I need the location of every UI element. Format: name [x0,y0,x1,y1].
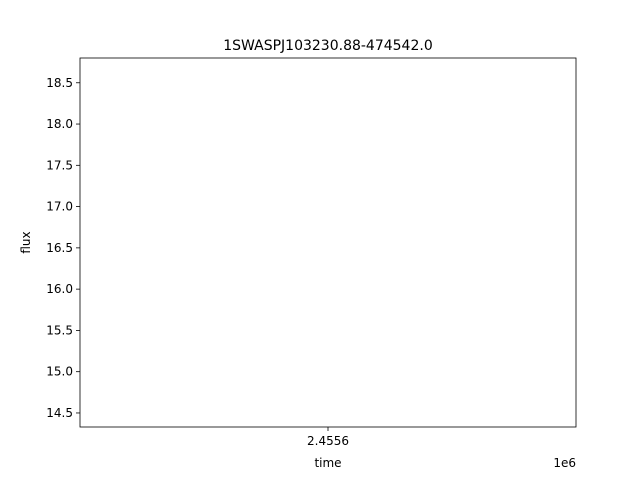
chart-title: 1SWASPJ103230.88-474542.0 [223,38,432,54]
plot-frame [79,57,577,428]
x-axis-ticks: 2.45562.45572.45582.45592.45602.4561 [307,427,349,448]
y-tick-label: 17.5 [46,158,73,172]
y-axis-ticks: 14.5 15.0 15.5 16.0 16.5 17.0 17.5 18.0 18.5 [46,76,80,420]
y-tick-label: 14.5 [46,406,73,420]
y-tick-label: 18.5 [46,76,73,90]
y-tick-label: 15.5 [46,323,73,337]
y-tick-label: 15.0 [46,365,73,379]
y-tick-label: 17.0 [46,200,73,214]
x-tick-label: 2.4556 [307,434,349,448]
y-tick-label: 18.0 [46,117,73,131]
x-axis-label: time [314,456,341,470]
x-axis-offset-label: 1e6 [553,456,576,470]
y-tick-label: 16.0 [46,282,73,296]
y-axis-label: flux [19,231,33,253]
y-tick-label: 16.5 [46,241,73,255]
